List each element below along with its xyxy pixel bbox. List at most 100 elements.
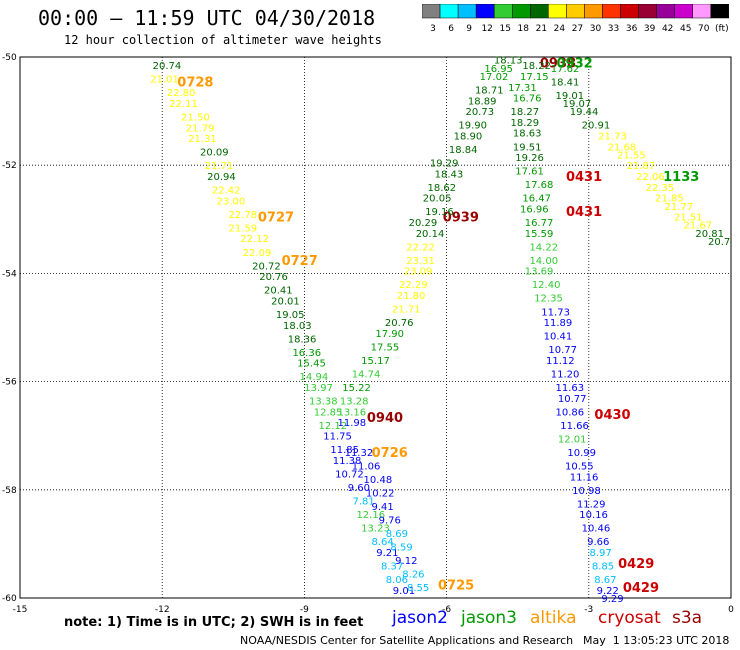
wave-height-value: 22.80 [167,88,196,99]
wave-height-value: 19.26 [515,153,544,164]
wave-height-value: 9.66 [587,537,609,548]
wave-height-value: 21.55 [617,150,646,161]
wave-height-value: 20.01 [271,296,300,307]
wave-height-value: 16.96 [520,204,549,215]
wave-height-value: 18.03 [283,321,312,332]
footer-note: note: 1) Time is in UTC; 2) SWH is in fe… [64,615,364,630]
wave-height-value: 21.71 [392,305,421,316]
wave-height-value: 9.12 [395,556,417,567]
y-tick-label: -60 [2,594,17,604]
wave-height-value: 20.73 [465,107,494,118]
wave-height-value: 14.22 [529,242,558,253]
wave-height-value: 16.77 [525,218,554,229]
wave-height-value: 21.67 [683,221,712,232]
wave-height-value: 17.68 [525,180,554,191]
colorbar-label: 36 [626,24,638,34]
colorbar-label: 12 [481,24,492,34]
plot-frame [19,56,732,599]
pass-time-label: 0726 [372,446,408,461]
colorbar-label: 15 [499,24,510,34]
wave-height-value: 12.85 [314,407,343,418]
wave-height-value: 10.77 [558,394,587,405]
wave-height-value: 16.76 [513,94,542,105]
pass-time-label: 0727 [282,254,318,269]
wave-height-value: 15.22 [342,383,371,394]
pass-time-label: 0429 [623,581,659,596]
wave-height-value: 15.59 [525,229,554,240]
wave-height-value: 12.16 [356,510,385,521]
footer-credit: NOAA/NESDIS Center for Satellite Applica… [240,634,574,647]
wave-height-value: 21.01 [150,75,179,86]
wave-height-value: 10.48 [364,475,393,486]
wave-height-value: 8.97 [590,548,612,559]
wave-height-value: 20.41 [264,286,293,297]
wave-height-value: 21.80 [397,291,426,302]
colorbar-label: 42 [662,24,673,34]
colorbar-label: 18 [518,24,530,34]
colorbar-label: 33 [608,24,619,34]
wave-height-value: 10.55 [565,461,594,472]
pass-time-label: 0429 [618,557,654,572]
pass-time-label: 0938 [540,56,576,71]
wave-height-value: 22.11 [169,99,198,110]
wave-height-value: 20.76 [259,272,288,283]
wave-height-value: 22.22 [406,242,435,253]
wave-height-value: 19.16 [425,207,454,218]
wave-height-value: 20.05 [423,194,452,205]
wave-height-value: 14.00 [529,256,558,267]
wave-height-value: 11.29 [577,499,606,510]
wave-height-value: 22.09 [243,248,272,259]
wave-height-value: 11.32 [345,448,374,459]
pass-time-label: 0430 [594,408,630,423]
wave-height-value: 11.16 [570,472,599,483]
wave-height-value: 12.35 [534,294,563,305]
wave-height-value: 20.94 [207,172,236,183]
wave-height-value: 19.90 [458,121,487,132]
wave-height-value: 19.01 [556,91,585,102]
wave-height-value: 21.50 [181,113,210,124]
colorbar-label: 45 [680,24,691,34]
wave-height-value: 7.81 [353,497,375,508]
x-tick-label: 0 [728,605,734,615]
legend-altika: altika [530,608,577,628]
wave-height-value: 8.55 [407,583,429,594]
wave-height-value: 23.00 [217,196,246,207]
wave-height-value: 21.68 [608,142,637,153]
footer-timestamp: May 1 13:05:23 UTC 2018 [583,634,730,647]
wave-height-value: 21.73 [598,131,627,142]
wave-height-value: 9.76 [379,516,401,527]
colorbar-swatch [710,4,729,19]
pass-time-label: 0431 [566,205,602,220]
wave-height-value: 20.7 [708,237,730,248]
wave-height-value: 18.84 [449,145,478,156]
y-tick-label: -50 [2,53,17,63]
x-tick-label: -6 [442,605,451,615]
wave-height-value: 11.89 [544,318,573,329]
wave-height-value: 15.17 [361,356,390,367]
wave-height-value: 18.36 [288,334,317,345]
wave-height-value: 16.47 [522,194,551,205]
wave-height-value: 21.71 [205,161,234,172]
wave-height-value: 21.85 [655,194,684,205]
wave-height-value: 20.09 [200,148,229,159]
wave-height-value: 12.01 [558,434,587,445]
wave-height-value: 8.59 [390,543,412,554]
chart-subtitle: 12 hour collection of altimeter wave hei… [64,33,382,47]
wave-height-value: 22.42 [212,186,241,197]
y-tick-label: -54 [2,269,17,279]
wave-height-value: 19.44 [570,107,599,118]
wave-height-value: 16.95 [484,64,513,75]
colorbar-legend: 3 6 9 12 15 18 21 24 27 30 33 36 39 42 45 70 (ft) [422,4,729,34]
colorbar-label: 3 [430,24,436,34]
colorbar-label: 27 [572,24,583,34]
wave-height-value: 18.27 [510,107,539,118]
wave-height-value: 22.35 [646,183,675,194]
wave-height-value: 14.94 [300,372,329,383]
wave-height-value: 9.41 [371,502,393,513]
wave-height-value: 18.43 [435,169,464,180]
wave-height-value: 20.91 [582,121,611,132]
legend-jason3: jason3 [461,608,517,628]
wave-height-value: 21.77 [665,202,694,213]
pass-time-label: 0727 [258,211,294,226]
wave-height-value: 10.72 [335,470,364,481]
